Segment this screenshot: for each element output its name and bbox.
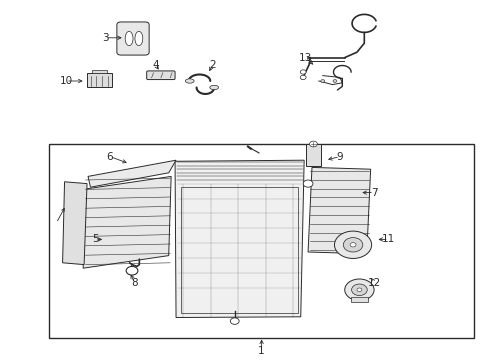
Ellipse shape <box>135 31 142 46</box>
Polygon shape <box>83 176 171 268</box>
Text: 3: 3 <box>102 33 108 43</box>
Circle shape <box>303 180 312 187</box>
Text: 6: 6 <box>106 152 113 162</box>
Ellipse shape <box>125 31 133 46</box>
Bar <box>87 73 112 87</box>
Text: 8: 8 <box>131 278 138 288</box>
Circle shape <box>300 70 305 74</box>
Circle shape <box>351 284 366 296</box>
Circle shape <box>230 318 239 324</box>
Circle shape <box>334 231 371 258</box>
Circle shape <box>126 266 138 275</box>
Circle shape <box>300 75 305 80</box>
Text: 2: 2 <box>209 60 216 70</box>
Text: 13: 13 <box>298 53 312 63</box>
Text: 5: 5 <box>92 234 99 244</box>
Bar <box>350 297 367 302</box>
Text: 10: 10 <box>60 76 72 86</box>
Ellipse shape <box>185 79 194 83</box>
Circle shape <box>344 279 373 301</box>
Text: 7: 7 <box>370 188 377 198</box>
Polygon shape <box>88 160 176 187</box>
FancyBboxPatch shape <box>146 71 175 80</box>
Polygon shape <box>175 160 304 318</box>
Bar <box>181 187 298 313</box>
Text: 12: 12 <box>366 278 380 288</box>
Text: 4: 4 <box>152 60 159 70</box>
Circle shape <box>343 238 362 252</box>
Circle shape <box>356 288 361 292</box>
Circle shape <box>320 80 324 82</box>
Bar <box>305 144 321 166</box>
Bar <box>49 144 473 338</box>
FancyBboxPatch shape <box>117 22 149 55</box>
Circle shape <box>349 243 355 247</box>
Text: 11: 11 <box>381 234 395 244</box>
Circle shape <box>332 80 336 82</box>
Text: 9: 9 <box>336 152 343 162</box>
Circle shape <box>309 141 317 147</box>
Polygon shape <box>307 167 370 254</box>
Bar <box>92 70 106 73</box>
Ellipse shape <box>209 85 218 90</box>
Text: 1: 1 <box>258 346 264 356</box>
Polygon shape <box>62 182 87 265</box>
